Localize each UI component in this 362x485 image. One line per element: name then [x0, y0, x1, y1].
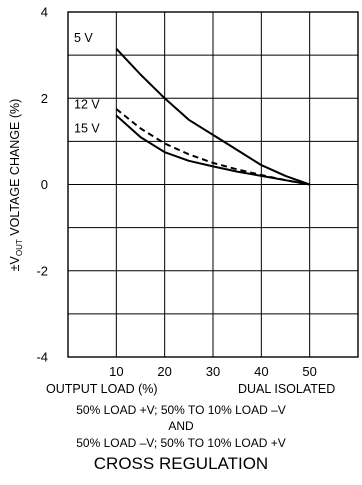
series-labels: 5 V 12 V 15 V [74, 31, 100, 136]
series-label: 5 V [74, 31, 93, 45]
x-tick-label: 30 [206, 364, 220, 379]
y-tick-label: 2 [41, 91, 48, 106]
plot-frame [67, 11, 359, 358]
x-axis-label-right: DUAL ISOLATED [238, 382, 336, 396]
caption-line-2: AND [168, 419, 194, 433]
x-tick-labels: 10 20 30 40 50 [109, 364, 317, 379]
y-tick-label: 0 [41, 177, 48, 192]
y-tick-label: -4 [36, 350, 48, 365]
x-tick-label: 50 [302, 364, 316, 379]
x-axis-label: OUTPUT LOAD (%) [46, 382, 158, 396]
y-axis-label: ±VOUT VOLTAGE CHANGE (%) [8, 99, 24, 272]
series-line-15v [115, 114, 310, 186]
series-line-12v [115, 108, 310, 186]
series-label: 12 V [74, 98, 100, 112]
caption-line-1: 50% LOAD +V; 50% TO 10% LOAD –V [76, 403, 286, 417]
series-line-5v [115, 48, 311, 186]
x-tick-label: 20 [157, 364, 171, 379]
y-tick-labels: 4 2 0 -2 -4 [36, 5, 48, 365]
caption-line-3: 50% LOAD –V; 50% TO 10% LOAD +V [76, 436, 286, 450]
y-tick-label: 4 [41, 5, 48, 20]
grid [68, 12, 358, 357]
series-lines [115, 48, 311, 186]
series-label: 15 V [74, 121, 100, 135]
x-tick-label: 10 [109, 364, 123, 379]
x-tick-label: 40 [254, 364, 268, 379]
chart-title: CROSS REGULATION [93, 454, 269, 473]
y-tick-label: -2 [36, 263, 48, 278]
